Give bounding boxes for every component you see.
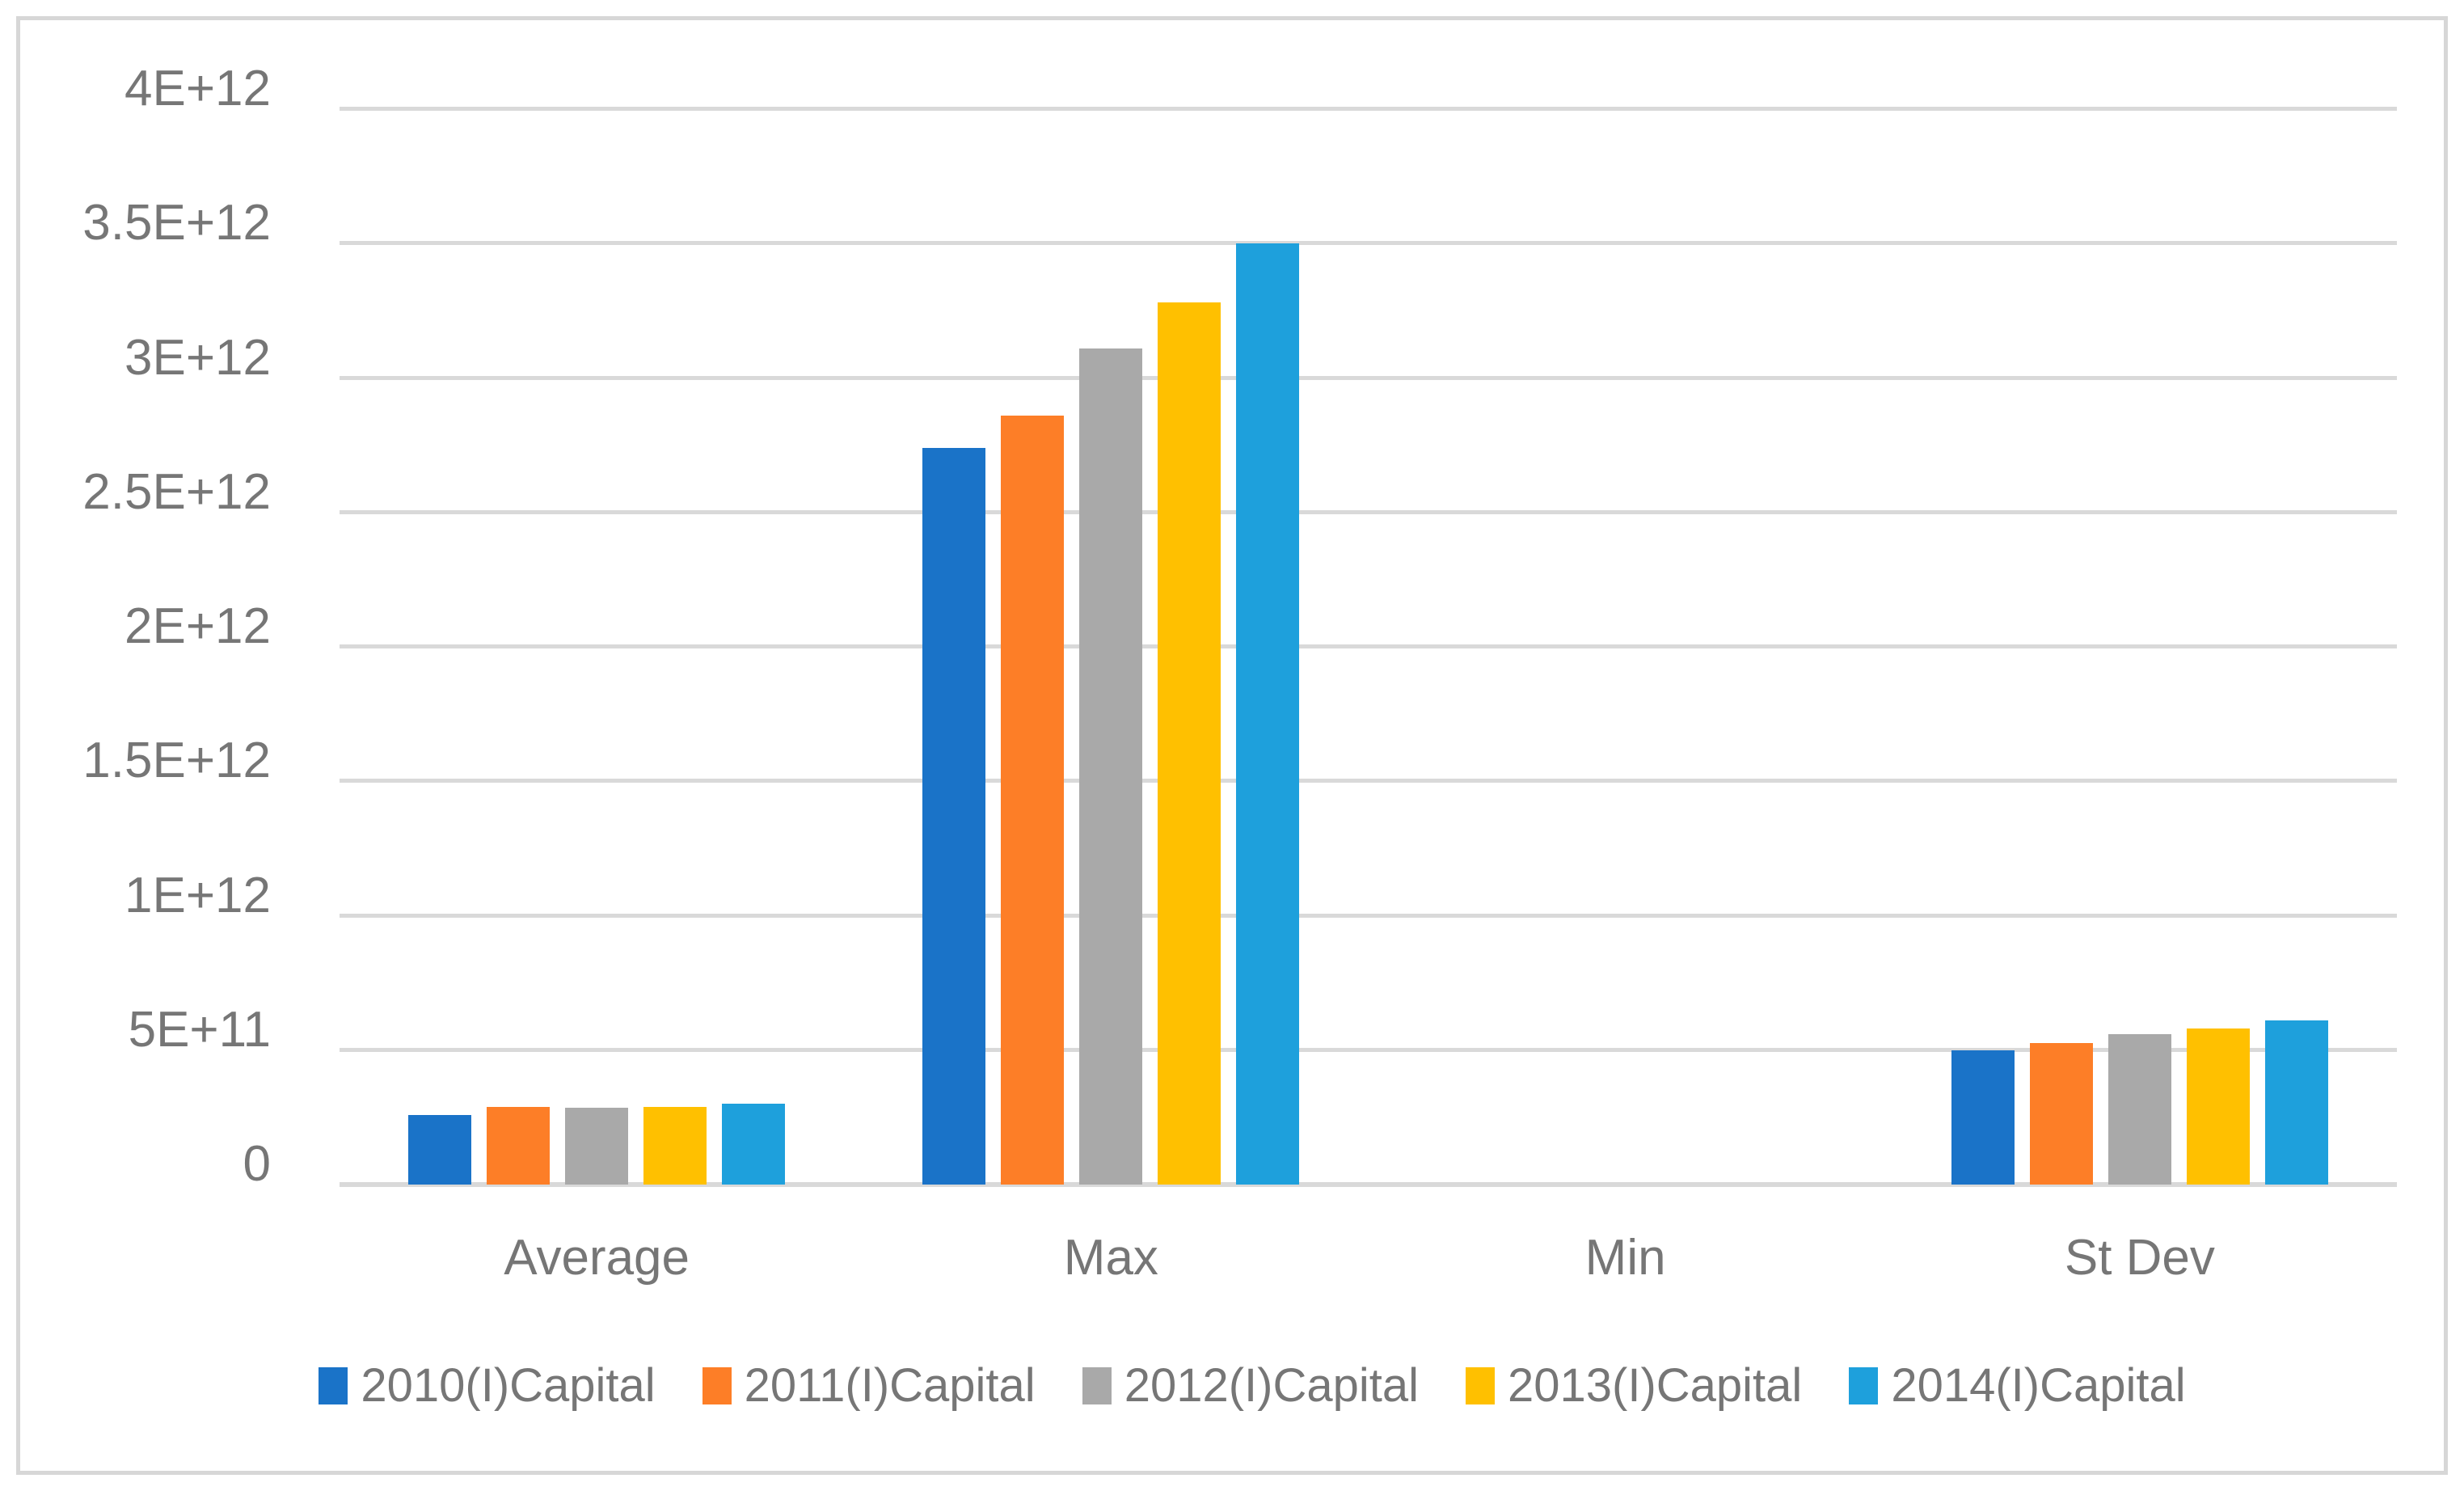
legend-swatch-2011(I)Capital xyxy=(702,1366,732,1404)
y-axis-label-5E+11: 5E+11 xyxy=(128,1001,271,1058)
bar-group-min xyxy=(1369,109,1883,1185)
chart-legend: 2010(I)Capital 2011(I)Capital 2012(I)Capit… xyxy=(20,1358,2464,1413)
legend-swatch-2014(I)Capital xyxy=(1849,1366,1879,1404)
bar-2013(I)Capital-st-dev xyxy=(2186,1028,2250,1185)
bar-group-average xyxy=(340,109,854,1185)
bar-2010(I)Capital-average xyxy=(408,1115,472,1185)
bar-2013(I)Capital-average xyxy=(643,1107,707,1185)
legend-swatch-2012(I)Capital xyxy=(1082,1366,1112,1404)
legend-item-2014(I)Capital: 2014(I)Capital xyxy=(1849,1358,2186,1413)
gridline-y-4E+12 xyxy=(340,107,2397,111)
gridline-y-2E+12 xyxy=(340,644,2397,648)
legend-item-2013(I)Capital: 2013(I)Capital xyxy=(1466,1358,1802,1413)
legend-item-2012(I)Capital: 2012(I)Capital xyxy=(1082,1358,1419,1413)
gridline-y-5E+11 xyxy=(340,1047,2397,1052)
y-axis-label-2E+12: 2E+12 xyxy=(124,598,271,654)
gridline-y-3.5E+12 xyxy=(340,241,2397,246)
legend-label-2010(I)Capital: 2010(I)Capital xyxy=(361,1359,656,1412)
bar-2012(I)Capital-max xyxy=(1079,348,1143,1185)
bar-group-st-dev xyxy=(1883,109,2397,1185)
chart-outer-border: Average Max Min St Dev 2010(I)Capital 2011(I… xyxy=(16,16,2448,1475)
bar-2013(I)Capital-max xyxy=(1158,302,1221,1185)
bar-2010(I)Capital-max xyxy=(922,448,986,1185)
legend-swatch-2013(I)Capital xyxy=(1466,1366,1495,1404)
legend-label-2011(I)Capital: 2011(I)Capital xyxy=(744,1359,1036,1412)
gridline-y-3E+12 xyxy=(340,375,2397,380)
y-axis-label-4E+12: 4E+12 xyxy=(124,61,271,116)
category-label-max: Max xyxy=(1063,1230,1158,1286)
bar-2014(I)Capital-average xyxy=(722,1104,786,1185)
gridline-y-1.5E+12 xyxy=(340,779,2397,784)
legend-label-2014(I)Capital: 2014(I)Capital xyxy=(1891,1359,2186,1412)
bar-group-max xyxy=(854,109,1368,1185)
category-label-min: Min xyxy=(1584,1230,1666,1286)
bar-2011(I)Capital-average xyxy=(487,1107,551,1185)
legend-item-2011(I)Capital: 2011(I)Capital xyxy=(702,1358,1036,1413)
y-axis-label-0: 0 xyxy=(243,1136,271,1192)
legend-label-2013(I)Capital: 2013(I)Capital xyxy=(1508,1359,1803,1412)
bar-2014(I)Capital-max xyxy=(1236,243,1300,1185)
bar-2012(I)Capital-st-dev xyxy=(2107,1034,2171,1185)
gridline-y-1E+12 xyxy=(340,913,2397,918)
x-axis-category-labels: Average Max Min St Dev xyxy=(340,1229,2397,1286)
legend-item-2010(I)Capital: 2010(I)Capital xyxy=(319,1358,656,1413)
bar-2012(I)Capital-average xyxy=(565,1108,629,1185)
bar-2011(I)Capital-st-dev xyxy=(2029,1043,2093,1185)
gridline-y-0 xyxy=(340,1182,2397,1187)
gridline-y-2.5E+12 xyxy=(340,509,2397,514)
y-axis-label-3E+12: 3E+12 xyxy=(124,329,271,386)
bar-2010(I)Capital-st-dev xyxy=(1951,1050,2015,1185)
y-axis-label-1E+12: 1E+12 xyxy=(124,867,271,923)
legend-swatch-2010(I)Capital xyxy=(319,1366,348,1404)
category-label-st-dev: St Dev xyxy=(2064,1230,2215,1286)
category-label-average: Average xyxy=(504,1230,690,1286)
bar-2014(I)Capital-st-dev xyxy=(2264,1020,2328,1185)
bar-2011(I)Capital-max xyxy=(1001,416,1065,1185)
y-axis-label-1.5E+12: 1.5E+12 xyxy=(82,733,271,789)
y-axis-label-2.5E+12: 2.5E+12 xyxy=(82,463,271,520)
plot-area xyxy=(340,107,2397,1187)
y-axis-label-3.5E+12: 3.5E+12 xyxy=(82,195,271,251)
legend-label-2012(I)Capital: 2012(I)Capital xyxy=(1124,1359,1419,1412)
